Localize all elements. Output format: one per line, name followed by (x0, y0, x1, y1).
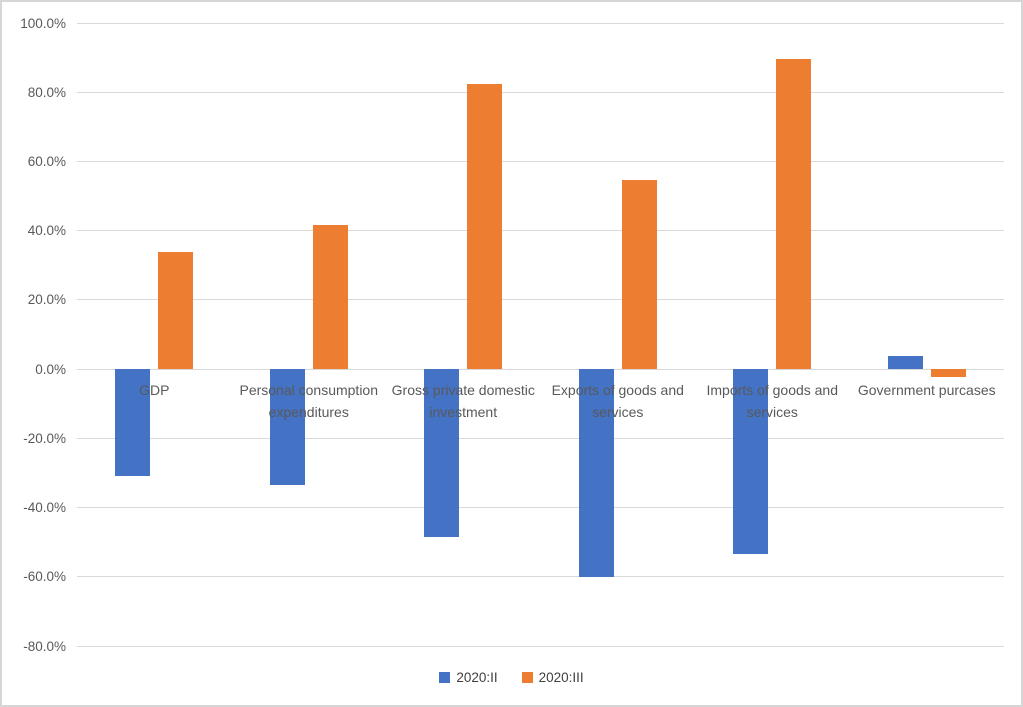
bar-2020-iii (930, 369, 966, 377)
bar-2020-iii (776, 59, 812, 370)
bar-2020-ii (115, 369, 151, 477)
y-axis-tick-label: -40.0% (23, 500, 66, 516)
bar-2020-ii (733, 369, 769, 554)
bar-2020-iii (621, 180, 657, 370)
category-label: Exports of goods and services (551, 382, 684, 420)
gridline (77, 299, 1004, 301)
category-label: Government purcases (857, 382, 996, 399)
category-label: Imports of goods and services (706, 382, 839, 420)
legend-label: 2020:III (538, 670, 584, 685)
gridline (77, 91, 1004, 93)
legend-swatch-icon (521, 672, 533, 683)
gridline (77, 437, 1004, 439)
legend-item: 2020:III (521, 670, 584, 685)
bar-2020-ii (578, 369, 614, 578)
y-axis-tick-label: 0.0% (35, 361, 66, 377)
category-label: Personal consumption expenditures (239, 382, 379, 420)
y-axis-tick-label: -60.0% (23, 569, 66, 585)
y-axis-tick-label: 40.0% (27, 223, 66, 239)
bar-2020-iii (158, 252, 194, 370)
gridline (77, 576, 1004, 578)
legend: 2020:II 2020:III (2, 670, 1021, 685)
bar-2020-ii (887, 355, 923, 370)
y-axis-tick-label: -80.0% (23, 638, 66, 654)
gridline (77, 645, 1004, 647)
gridline (77, 507, 1004, 509)
category-label: GDP (139, 382, 170, 399)
legend-label: 2020:II (456, 670, 498, 685)
category-label: Gross private domestic investment (391, 382, 535, 420)
y-axis-tick-label: 20.0% (27, 292, 66, 308)
gridline (77, 22, 1004, 24)
y-axis-tick-label: 60.0% (27, 153, 66, 169)
bar-2020-ii (424, 369, 460, 538)
y-axis-tick-label: 100.0% (20, 15, 66, 31)
bar-2020-iii (467, 83, 503, 370)
y-axis-tick-label: 80.0% (27, 84, 66, 100)
bar-2020-ii (269, 369, 305, 485)
gridline (77, 230, 1004, 232)
y-axis-tick-label: -20.0% (23, 430, 66, 446)
bar-2020-iii (312, 224, 348, 370)
gridline (77, 368, 1004, 370)
legend-swatch-icon (439, 672, 451, 683)
legend-item: 2020:II (439, 670, 498, 685)
gridline (77, 160, 1004, 162)
